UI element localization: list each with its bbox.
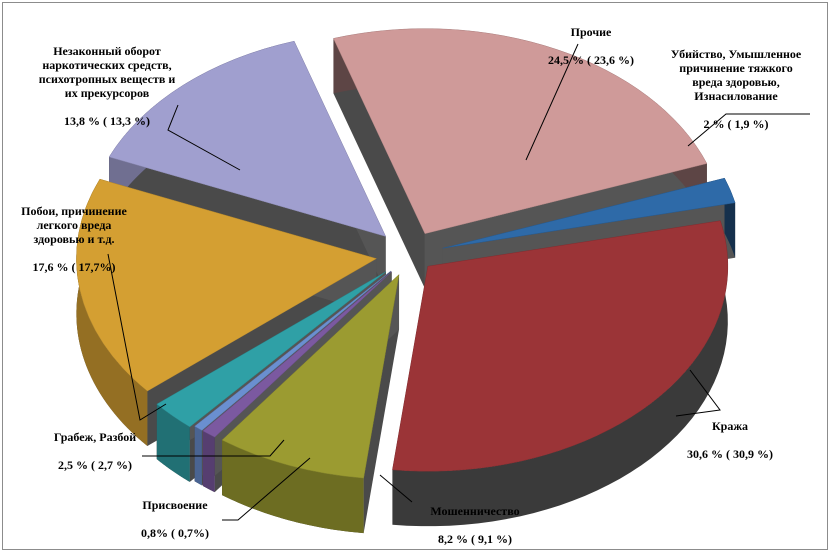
label-prochie: Прочие 24,5 % ( 23,6 %) — [536, 11, 646, 67]
leader-line — [222, 457, 311, 521]
label-krazha-value: 30,6 % ( 30,9 %) — [687, 447, 773, 461]
slice-top — [108, 40, 387, 237]
slice-top — [202, 271, 392, 438]
label-poboi-name: Побои, причинение легкого вреда здоровью… — [21, 204, 127, 246]
slice-top — [392, 220, 729, 472]
label-ubiystvo-name: Убийство, Умышленное причинение тяжкого … — [670, 47, 802, 103]
slice-edge — [392, 220, 728, 527]
label-ubiystvo-value: 2 % ( 1,9 %) — [703, 117, 769, 131]
slice-edge-color — [202, 430, 215, 493]
slice-top — [194, 270, 391, 431]
label-grabezh: Грабеж, Разбой 2,5 % ( 2,7 %) — [25, 416, 165, 472]
slice-top — [442, 177, 736, 249]
slice-top — [333, 28, 708, 234]
pie-slice-moshennichestvo — [221, 273, 400, 534]
label-ubiystvo: Убийство, Умышленное причинение тяжкого … — [656, 33, 816, 131]
label-krazha-name: Кража — [711, 419, 749, 433]
leader-line — [687, 113, 810, 147]
label-narkotiki: Незаконный оборот наркотических средств,… — [12, 30, 202, 128]
label-poboi-value: 17,6 % ( 17,7%) — [32, 260, 116, 274]
slice-top — [221, 273, 400, 479]
slice-wall — [363, 274, 400, 534]
label-prochie-value: 24,5 % ( 23,6 %) — [548, 53, 634, 67]
slice-wall — [333, 38, 425, 289]
slice-edge-color — [76, 179, 148, 447]
slice-edge-color — [222, 440, 364, 534]
leader-line — [167, 104, 241, 171]
label-narkotiki-name: Незаконный оборот наркотических средств,… — [38, 44, 176, 100]
pie-slice-krazha — [392, 220, 729, 527]
label-moshennichestvo: Мошенничество 8,2 % ( 9,1 %) — [410, 490, 540, 546]
leader-line — [379, 474, 413, 503]
leader-line — [107, 253, 167, 421]
leader-line — [525, 43, 579, 161]
label-grabezh-value: 2,5 % ( 2,7 %) — [58, 458, 132, 472]
label-krazha: Кража 30,6 % ( 30,9 %) — [660, 405, 800, 461]
label-moshennichestvo-value: 8,2 % ( 9,1 %) — [438, 532, 512, 546]
label-prisvoenie-name: Присвоение — [142, 498, 208, 512]
slice-edge-color — [156, 404, 190, 482]
leader-line — [675, 369, 721, 417]
label-prisvoenie: Присвоение 0,8% ( 0,7%) — [120, 484, 230, 540]
label-narkotiki-value: 13,8 % ( 13,3 %) — [64, 114, 150, 128]
label-prisvoenie-value: 0,8% ( 0,7%) — [141, 526, 209, 540]
label-prochie-name: Прочие — [570, 25, 612, 39]
slice-top — [76, 178, 378, 392]
label-moshennichestvo-name: Мошенничество — [430, 504, 520, 518]
label-poboi: Побои, причинение легкого вреда здоровью… — [8, 190, 140, 274]
slice-top — [156, 271, 386, 428]
label-grabezh-name: Грабеж, Разбой — [53, 430, 137, 444]
leader-line — [142, 439, 285, 457]
